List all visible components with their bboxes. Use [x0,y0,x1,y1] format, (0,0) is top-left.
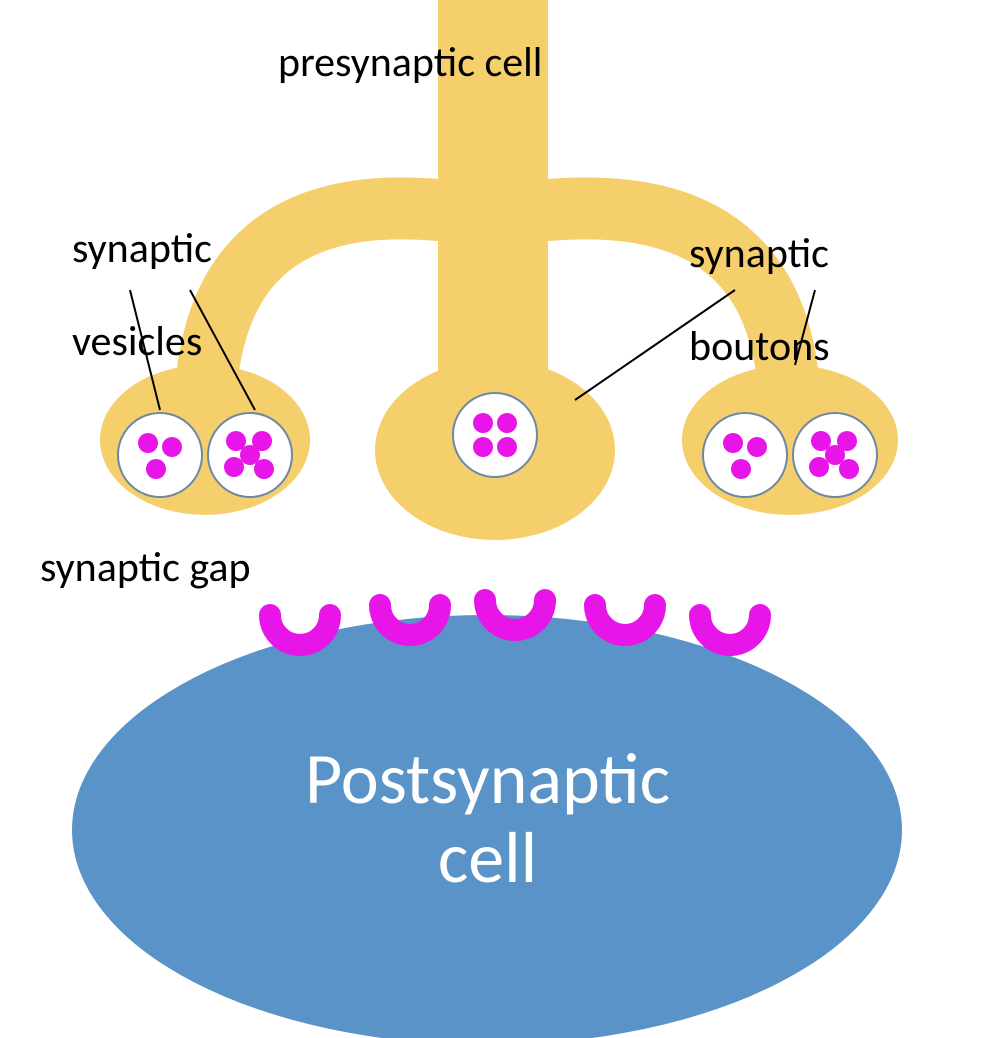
synaptic-vesicle [453,393,537,477]
synaptic-vesicle [208,413,292,497]
neurotransmitter-dot [473,413,493,433]
receptor [595,605,655,635]
neurotransmitter-dot [473,437,493,457]
neurotransmitter-dot [731,459,751,479]
neurotransmitter-dot [146,459,166,479]
synaptic-vesicle [118,413,202,497]
neurotransmitter-dot [162,437,182,457]
postsynaptic-cell-label: Postsynaptic cell [200,740,775,898]
synaptic-vesicle [703,413,787,497]
neurotransmitter-dot [747,437,767,457]
neurotransmitter-dot [497,413,517,433]
neurotransmitter-dot [138,433,158,453]
neurotransmitter-dot [825,445,845,465]
receptor [485,600,545,630]
presynaptic-cell-label: presynaptic cell [278,40,542,86]
neurotransmitter-dot [497,437,517,457]
synaptic-vesicles-label: synaptic vesicles [53,180,212,365]
synaptic-vesicle [793,413,877,497]
synaptic-boutons-label: synaptic boutons [670,185,830,370]
neurotransmitter-dot [224,457,244,477]
neurotransmitter-dot [723,433,743,453]
neurotransmitter-dot [240,445,260,465]
receptor [270,615,330,645]
neurotransmitter-dot [809,457,829,477]
synaptic-gap-label: synaptic gap [40,545,251,591]
receptor [700,615,760,645]
